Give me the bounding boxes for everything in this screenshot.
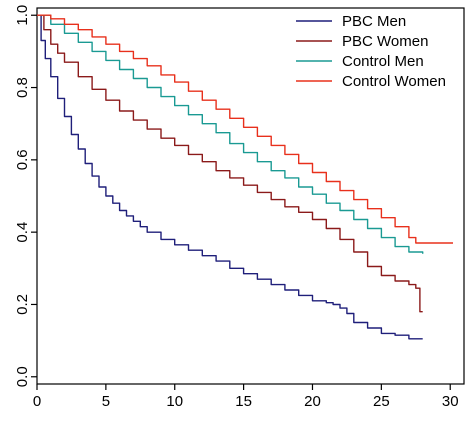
- x-tick-label: 5: [102, 393, 110, 410]
- x-tick-label: 30: [442, 393, 459, 410]
- series-line-pbc-men: [37, 14, 423, 340]
- legend: PBC Men PBC Women Control Men Control Women: [296, 13, 446, 90]
- series-line-control-men: [37, 14, 424, 254]
- y-tick-label: 0.0: [14, 366, 31, 387]
- x-tick-label: 10: [166, 393, 183, 410]
- plot-frame: [36, 7, 465, 385]
- y-tick-label: 0.4: [14, 222, 31, 243]
- axes: 0.0 0.2 0.4 0.6 0.8 1.0 0 5 10 15 20 25 30: [14, 5, 465, 410]
- x-tick-label: 20: [304, 393, 321, 410]
- x-tick-label: 15: [235, 393, 252, 410]
- series-line-control-women: [37, 14, 453, 244]
- legend-label: Control Women: [342, 73, 446, 90]
- legend-label: PBC Women: [342, 33, 428, 50]
- legend-label: Control Men: [342, 53, 424, 70]
- y-tick-label: 0.6: [14, 149, 31, 170]
- y-tick-label: 1.0: [14, 5, 31, 26]
- y-tick-label: 0.2: [14, 294, 31, 315]
- y-tick-label: 0.8: [14, 77, 31, 98]
- series-lines: [37, 14, 453, 340]
- legend-label: PBC Men: [342, 13, 406, 30]
- x-tick-label: 25: [373, 393, 390, 410]
- series-line-pbc-women: [37, 14, 423, 313]
- x-tick-label: 0: [33, 393, 41, 410]
